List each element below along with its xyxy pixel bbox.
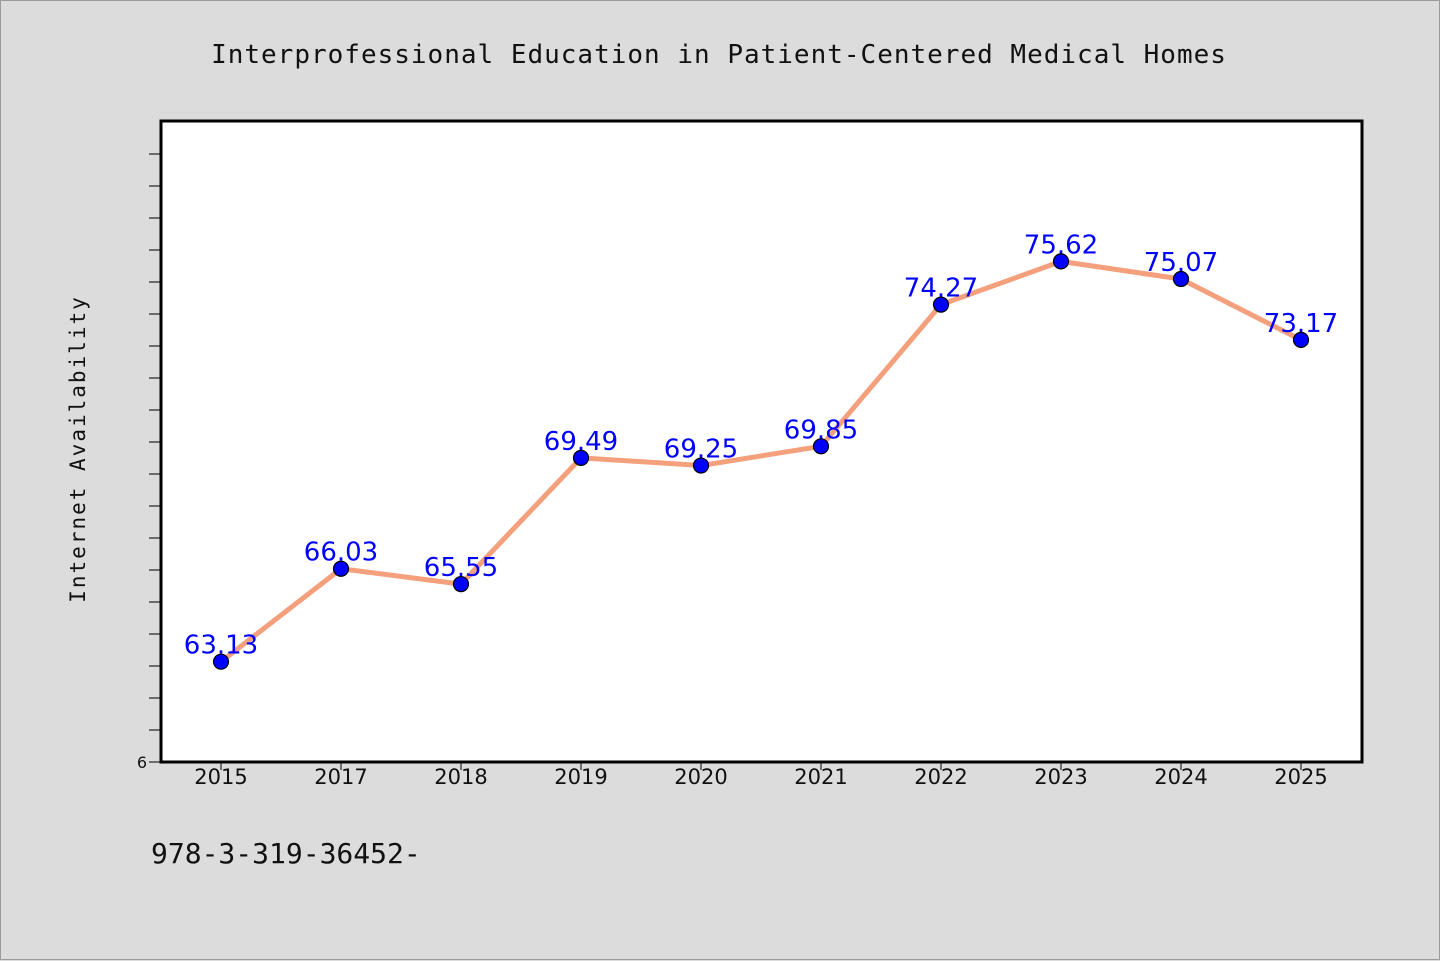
x-tick-label: 2017 (314, 765, 367, 789)
plot-area (159, 119, 1364, 764)
x-tick-label: 2022 (914, 765, 967, 789)
chart-title: Interprofessional Education in Patient-C… (211, 40, 1227, 70)
data-point (332, 560, 350, 577)
data-point (932, 296, 950, 313)
x-tick-label: 2023 (1034, 765, 1087, 789)
data-point (692, 457, 710, 474)
x-axis-ticks: 2015 2017 2018 2019 2020 2021 2022 2023 2024 2025 (194, 762, 1328, 789)
x-tick-label: 2020 (674, 765, 727, 789)
data-point (452, 576, 470, 593)
footer-text: 978-3-319-36452- (151, 837, 421, 870)
data-point (1052, 253, 1070, 270)
x-tick-label: 2015 (194, 765, 247, 789)
data-point (212, 653, 230, 670)
x-tick-label: 2024 (1154, 765, 1207, 789)
data-point (1172, 270, 1190, 288)
y-axis-label: Internet Availability (66, 295, 90, 603)
x-tick-label: 2019 (554, 765, 607, 789)
y-axis-ticks: 6 (137, 153, 161, 772)
x-tick-label: 2021 (794, 765, 847, 789)
x-tick-label: 2018 (434, 765, 487, 789)
data-point (812, 438, 830, 455)
y-tick-label: 6 (137, 753, 147, 772)
series-line (219, 258, 1303, 664)
data-point (572, 449, 590, 466)
x-tick-label: 2025 (1274, 765, 1327, 789)
data-point (1292, 331, 1310, 349)
